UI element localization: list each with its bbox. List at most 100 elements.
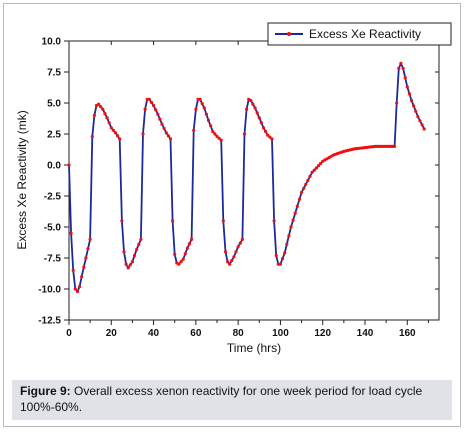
data-point bbox=[103, 111, 107, 116]
y-axis: -12.5 -10.0 -7.5 -5.0 -2.5 0.0 2.5 5.0 7.5 10.0 bbox=[38, 37, 439, 327]
data-point bbox=[88, 237, 92, 241]
data-point bbox=[120, 219, 124, 223]
x-tick-label: 80 bbox=[233, 328, 245, 339]
data-point bbox=[261, 126, 266, 130]
x-tick-label: 20 bbox=[106, 328, 118, 339]
data-point bbox=[228, 262, 232, 266]
data-point bbox=[99, 105, 103, 109]
x-tick-label: 40 bbox=[148, 328, 160, 339]
y-tick-label: 2.5 bbox=[47, 130, 61, 141]
data-point bbox=[73, 287, 77, 291]
x-tick-label: 160 bbox=[399, 328, 416, 339]
data-point bbox=[215, 134, 219, 139]
data-point bbox=[257, 116, 261, 120]
data-point bbox=[194, 107, 198, 111]
data-point bbox=[168, 137, 173, 141]
data-point bbox=[147, 97, 151, 101]
data-point bbox=[78, 284, 82, 289]
data-point bbox=[270, 137, 274, 141]
data-point bbox=[291, 218, 295, 222]
figure-caption-text: Overall excess xenon reactivity for one … bbox=[20, 384, 423, 414]
data-point bbox=[116, 134, 120, 138]
data-point bbox=[179, 260, 183, 264]
y-tick-label: -12.5 bbox=[38, 316, 61, 327]
data-point bbox=[287, 234, 291, 238]
data-point bbox=[242, 132, 247, 136]
data-point bbox=[152, 103, 156, 108]
data-point bbox=[183, 252, 187, 256]
data-point bbox=[92, 113, 96, 117]
data-point bbox=[259, 121, 263, 125]
data-point bbox=[135, 247, 139, 251]
data-point bbox=[122, 250, 126, 254]
data-point bbox=[283, 251, 287, 255]
plot-area bbox=[68, 40, 440, 321]
data-point bbox=[236, 245, 240, 249]
data-point bbox=[420, 123, 424, 127]
data-point bbox=[139, 237, 143, 241]
data-point bbox=[82, 265, 86, 269]
data-point bbox=[226, 260, 230, 264]
data-point bbox=[156, 112, 160, 116]
data-point bbox=[393, 144, 397, 148]
data-point bbox=[316, 164, 321, 168]
data-point bbox=[266, 133, 270, 137]
data-point bbox=[113, 131, 118, 135]
data-point bbox=[67, 163, 71, 167]
x-tick-label: 100 bbox=[272, 328, 289, 339]
data-point bbox=[285, 242, 289, 246]
x-axis: 0 20 40 60 80 100 120 140 160 bbox=[66, 41, 429, 339]
data-point bbox=[414, 109, 418, 113]
data-point bbox=[198, 97, 202, 101]
data-point bbox=[314, 166, 318, 170]
data-point bbox=[86, 247, 90, 251]
data-point bbox=[185, 246, 189, 250]
data-point bbox=[395, 101, 399, 105]
data-point bbox=[401, 66, 405, 70]
data-point bbox=[162, 126, 166, 130]
data-point bbox=[403, 76, 407, 80]
data-point bbox=[274, 253, 278, 258]
data-point bbox=[84, 256, 88, 260]
data-point bbox=[289, 225, 293, 229]
data-point bbox=[200, 102, 204, 106]
y-tick-label: -10.0 bbox=[38, 285, 61, 296]
data-point bbox=[416, 115, 420, 119]
data-point bbox=[264, 129, 268, 134]
data-point bbox=[234, 250, 238, 254]
legend-label: Excess Xe Reactivity bbox=[309, 27, 421, 41]
legend-box bbox=[267, 22, 452, 46]
data-point bbox=[132, 253, 137, 258]
data-point bbox=[190, 237, 194, 241]
data-point bbox=[171, 219, 175, 223]
legend: Excess Xe Reactivity bbox=[267, 22, 452, 46]
data-point bbox=[160, 122, 164, 126]
data-point bbox=[304, 182, 308, 186]
data-point bbox=[221, 219, 225, 223]
data-point bbox=[249, 98, 253, 103]
data-point bbox=[405, 85, 409, 89]
data-point bbox=[213, 132, 217, 136]
y-tick-label: -7.5 bbox=[44, 254, 62, 265]
data-point bbox=[101, 107, 105, 111]
data-point bbox=[280, 257, 285, 261]
data-point bbox=[97, 102, 101, 106]
data-point bbox=[202, 106, 206, 110]
data-point bbox=[71, 268, 75, 272]
data-point bbox=[107, 121, 111, 125]
y-tick-label: -5.0 bbox=[44, 223, 62, 234]
data-point bbox=[232, 255, 236, 259]
data-point bbox=[105, 116, 109, 120]
data-point bbox=[158, 117, 162, 121]
data-point bbox=[412, 104, 416, 108]
figure-label: Figure 9: bbox=[20, 384, 71, 398]
data-point bbox=[399, 61, 403, 65]
data-point bbox=[253, 106, 257, 110]
data-point bbox=[310, 170, 314, 174]
line-chart: 0 20 40 60 80 100 120 140 160 -12.5 -10.0 -7.5 -5.0… bbox=[15, 22, 452, 355]
y-tick-label: 5.0 bbox=[47, 99, 61, 110]
data-point bbox=[209, 124, 213, 128]
x-tick-label: 140 bbox=[357, 328, 374, 339]
x-tick-label: 60 bbox=[190, 328, 202, 339]
x-tick-label: 120 bbox=[314, 328, 331, 339]
